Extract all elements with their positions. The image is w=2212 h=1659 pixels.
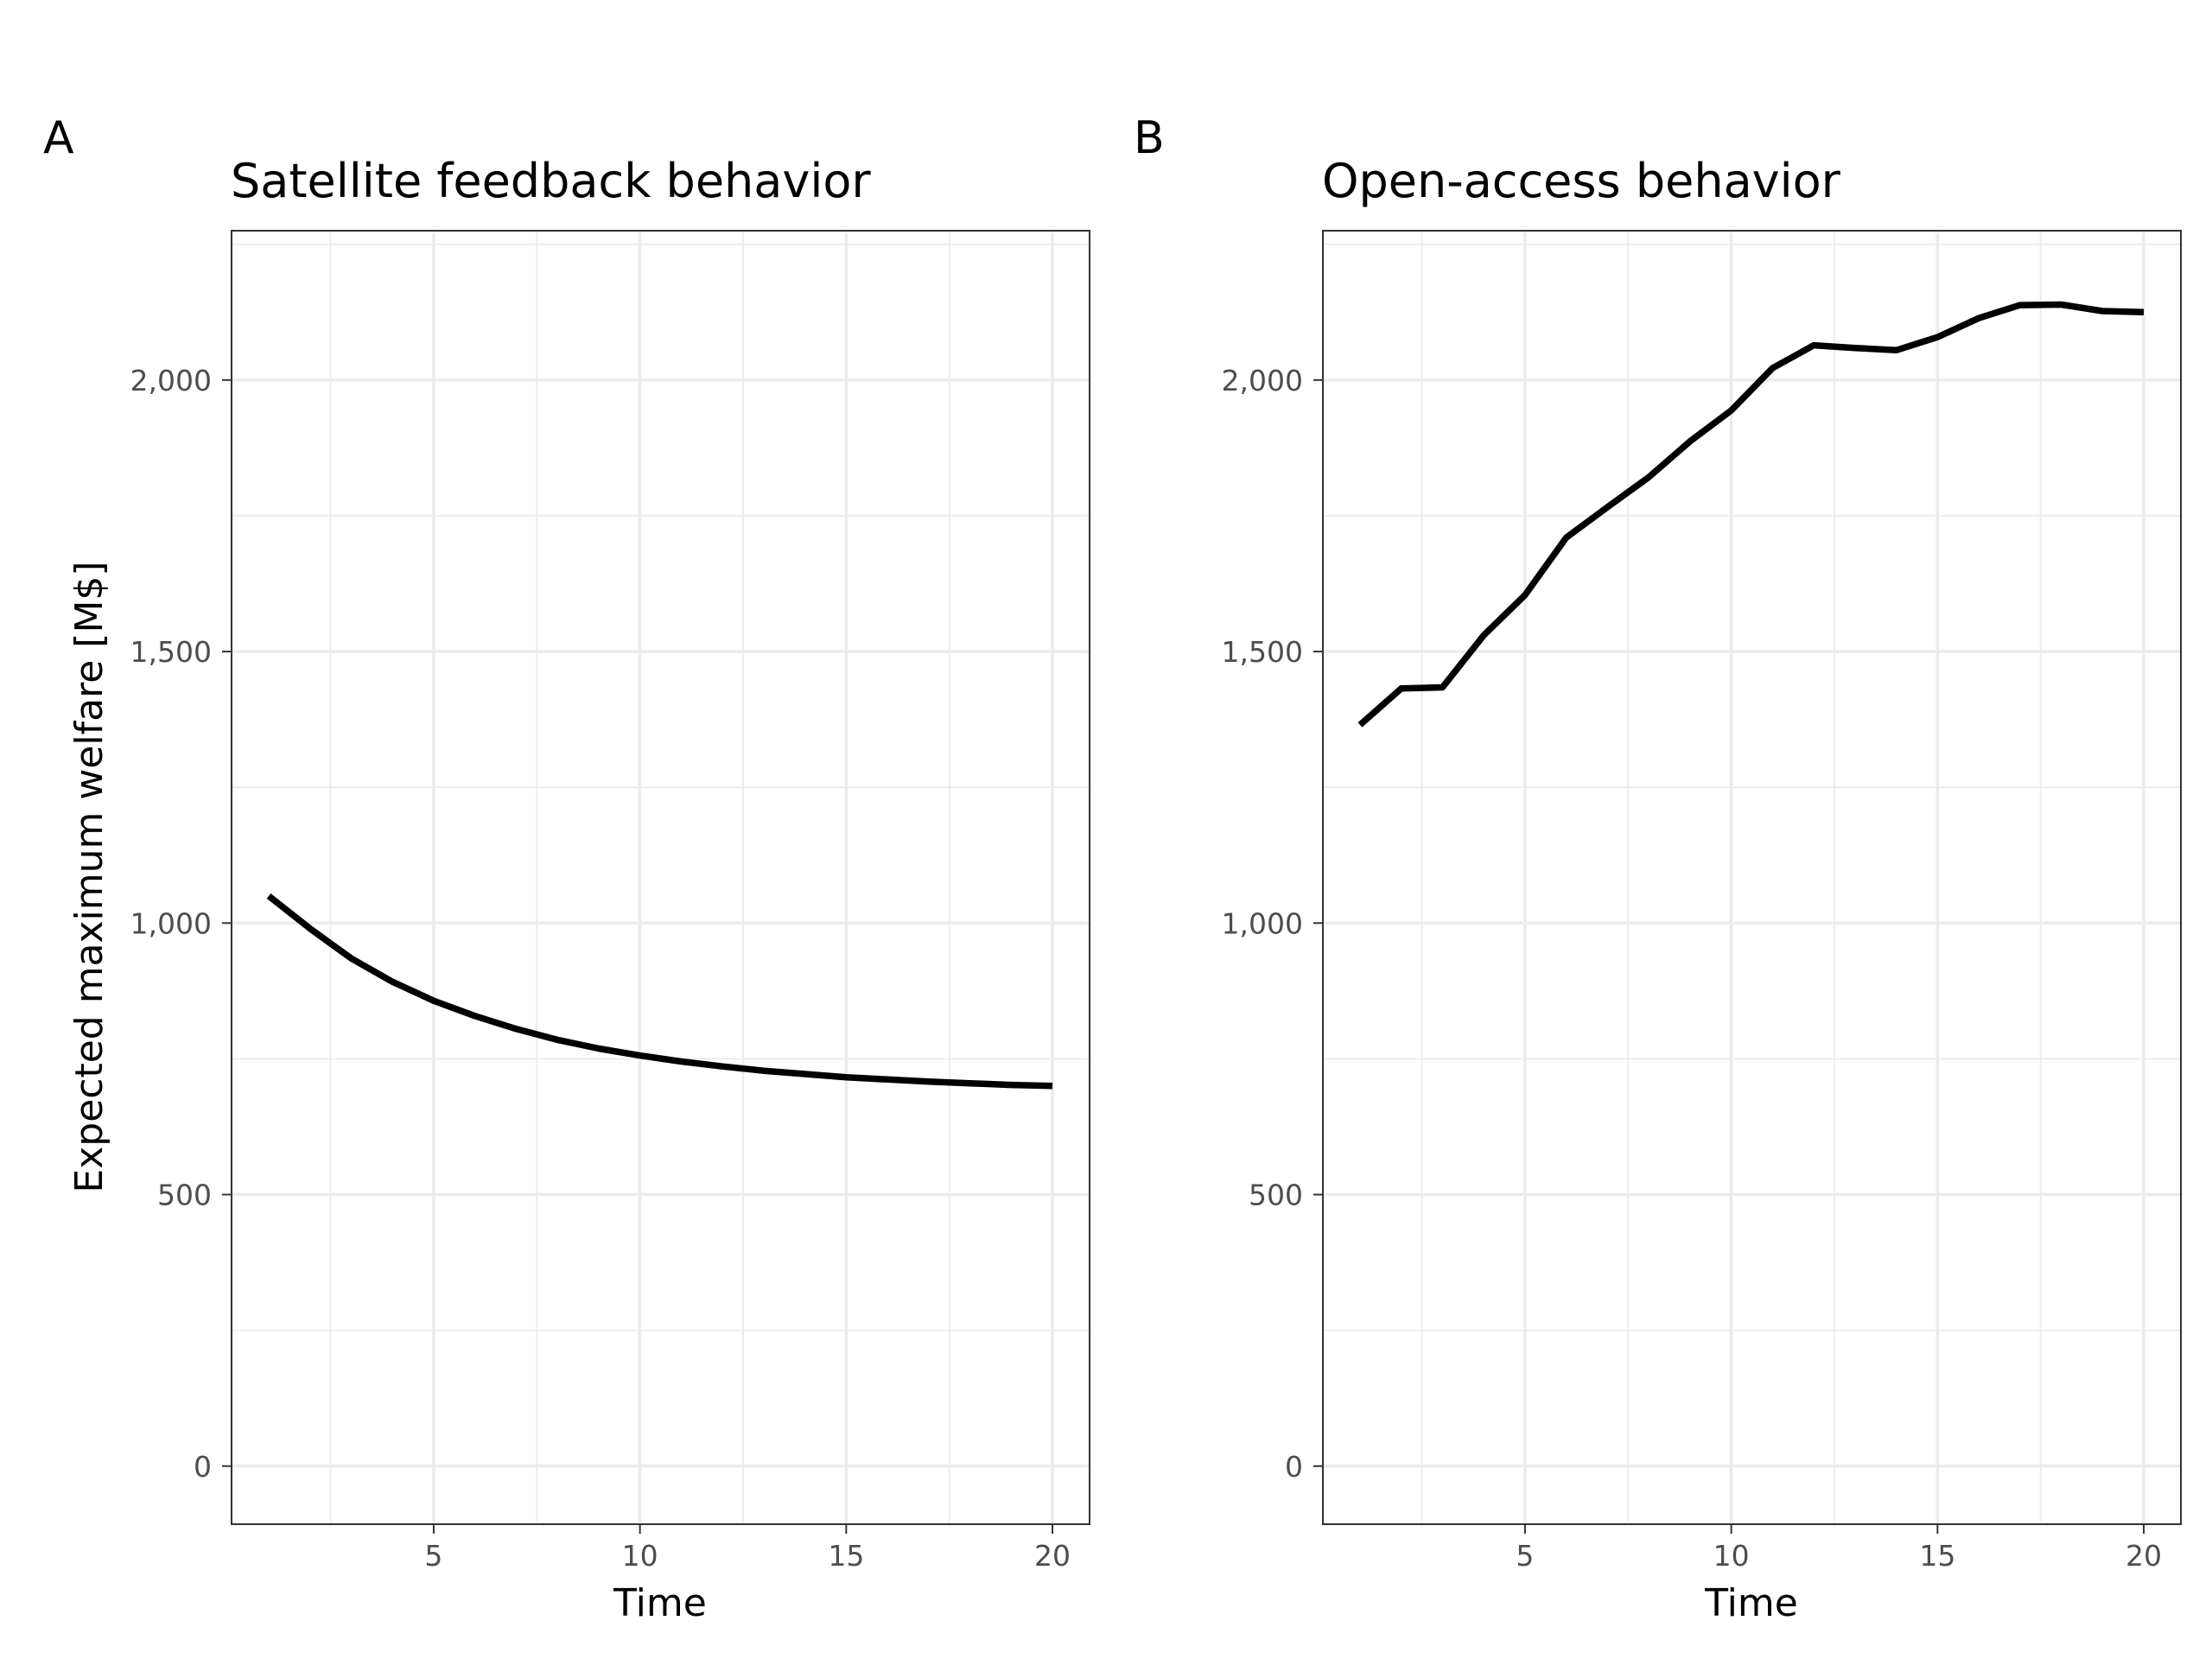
series-line (266, 893, 1053, 1090)
y-tick-label: 0 (194, 1450, 212, 1484)
panel-a-x-axis-title: Time (613, 1581, 707, 1625)
x-tick-label: 10 (622, 1539, 658, 1573)
y-tick-label: 2,000 (130, 364, 212, 397)
y-tick-label: 2,000 (1222, 364, 1303, 397)
panel-a-tag: A (43, 112, 74, 164)
panel-b-tag: B (1134, 112, 1165, 164)
x-tick-label: 5 (424, 1539, 442, 1573)
y-tick-label: 0 (1285, 1450, 1303, 1484)
panel-a-plot-border (231, 230, 1090, 1525)
y-tick-label: 1,000 (1222, 906, 1303, 940)
series-line (1357, 301, 2145, 728)
y-tick-label: 500 (1249, 1179, 1303, 1212)
y-tick-label: 1,500 (1222, 635, 1303, 669)
y-tick-label: 500 (157, 1179, 212, 1212)
panel-b-gridlines (1323, 231, 2181, 1524)
panel-b-x-axis-title: Time (1704, 1581, 1798, 1625)
x-tick-label: 20 (2126, 1539, 2162, 1573)
x-tick-label: 20 (1034, 1539, 1071, 1573)
panel-a: A Satellite feedback behavior 5 10 15 20 0 50… (43, 112, 1090, 1625)
panel-b-plot-border (1322, 230, 2182, 1525)
y-axis-title: Expected maximum welfare [M$] (67, 561, 111, 1192)
panel-a-gridlines (232, 231, 1090, 1524)
panel-b: B Open-access behavior 5 10 15 20 0 500 1,000 1… (1134, 112, 2182, 1625)
panel-a-title: Satellite feedback behavior (231, 154, 871, 208)
y-tick-label: 1,500 (130, 635, 212, 669)
panel-b-title: Open-access behavior (1322, 154, 1841, 208)
panel-a-ticks: 5 10 15 20 0 500 1,000 1,500 2,000 (130, 364, 1071, 1573)
x-tick-label: 10 (1713, 1539, 1750, 1573)
y-tick-label: 1,000 (130, 906, 212, 940)
x-tick-label: 15 (1919, 1539, 1955, 1573)
x-tick-label: 15 (828, 1539, 864, 1573)
panel-b-ticks: 5 10 15 20 0 500 1,000 1,500 2,000 (1222, 364, 2163, 1573)
x-tick-label: 5 (1516, 1539, 1534, 1573)
panel-b-series (1357, 301, 2145, 728)
panel-a-series (266, 893, 1053, 1090)
